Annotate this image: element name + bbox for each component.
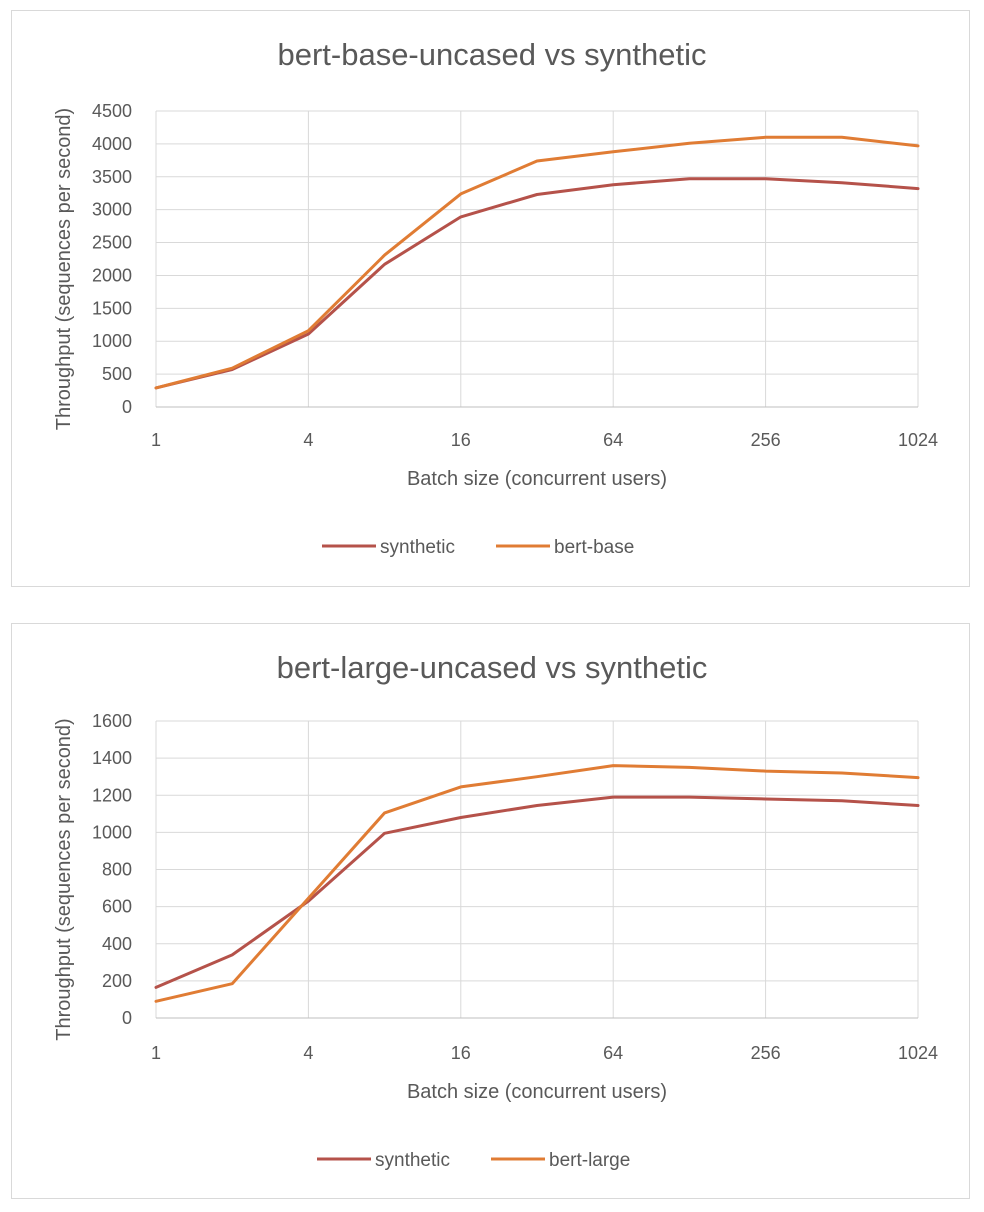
- x-axis-title: Batch size (concurrent users): [407, 468, 667, 490]
- chart-svg-bert-large: bert-large-uncased vs synthetic 0 200 400 60…: [53, 650, 938, 1171]
- x-tick-label: 4: [303, 430, 313, 450]
- y-tick-label: 500: [102, 364, 132, 384]
- y-tick-label: 3500: [92, 167, 132, 187]
- series-line-bert-base: [154, 135, 920, 390]
- y-tick-label: 1000: [92, 331, 132, 351]
- y-tick-label: 2000: [92, 265, 132, 285]
- x-tick-label: 1024: [898, 1043, 938, 1063]
- chart-panel-bert-large: bert-large-uncased vs synthetic 0 200 400 60…: [11, 623, 970, 1199]
- y-tick-label: 1400: [92, 748, 132, 768]
- chart-panel-bert-base: bert-base-uncased vs synthetic 0 500 1000 15…: [11, 10, 970, 587]
- y-axis-title: Throughput (sequences per second): [53, 108, 75, 430]
- chart-title: bert-large-uncased vs synthetic: [277, 650, 708, 685]
- y-tick-label: 1500: [92, 298, 132, 318]
- x-tick-label: 64: [603, 430, 623, 450]
- chart-title: bert-base-uncased vs synthetic: [277, 37, 706, 72]
- x-axis-title: Batch size (concurrent users): [407, 1081, 667, 1103]
- chart-svg-bert-base: bert-base-uncased vs synthetic 0 500 1000 15…: [53, 37, 938, 558]
- series-line-bert-large: [154, 764, 920, 1003]
- y-tick-label: 400: [102, 934, 132, 954]
- legend-label-bert-base: bert-base: [554, 537, 634, 558]
- y-tick-label: 200: [102, 971, 132, 991]
- y-tick-label: 3000: [92, 200, 132, 220]
- y-tick-label: 2500: [92, 233, 132, 253]
- y-tick-label: 0: [122, 397, 132, 417]
- series-line-synthetic: [154, 177, 920, 390]
- legend-label-synthetic: synthetic: [380, 537, 455, 558]
- legend: synthetic bert-base: [322, 537, 634, 558]
- x-tick-label: 16: [451, 430, 471, 450]
- y-tick-label: 1000: [92, 822, 132, 842]
- y-tick-label: 4500: [92, 101, 132, 121]
- legend: synthetic bert-large: [317, 1150, 630, 1171]
- series-line-synthetic: [154, 795, 920, 989]
- x-tick-label: 1: [151, 430, 161, 450]
- x-tick-label: 256: [751, 430, 781, 450]
- x-tick-label: 4: [303, 1043, 313, 1063]
- y-tick-label: 1200: [92, 785, 132, 805]
- y-tick-label: 800: [102, 860, 132, 880]
- x-tick-label: 1: [151, 1043, 161, 1063]
- x-tick-label: 1024: [898, 430, 938, 450]
- y-tick-label: 1600: [92, 711, 132, 731]
- legend-label-bert-large: bert-large: [549, 1150, 630, 1171]
- x-tick-label: 256: [751, 1043, 781, 1063]
- y-tick-label: 0: [122, 1008, 132, 1028]
- y-tick-label: 600: [102, 897, 132, 917]
- legend-label-synthetic: synthetic: [375, 1150, 450, 1171]
- y-tick-label: 4000: [92, 134, 132, 154]
- x-tick-label: 64: [603, 1043, 623, 1063]
- y-axis-title: Throughput (sequences per second): [53, 718, 75, 1040]
- x-tick-label: 16: [451, 1043, 471, 1063]
